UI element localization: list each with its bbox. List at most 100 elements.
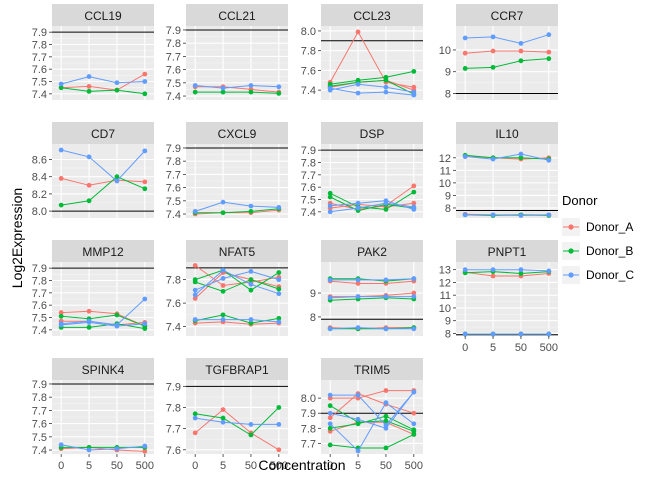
series-line-donor-c <box>465 269 549 272</box>
x-tick-label: 50 <box>111 460 123 472</box>
series-line-donor-a <box>194 272 279 299</box>
data-point-donor-c <box>142 321 148 327</box>
data-point-donor-c <box>86 154 92 160</box>
data-point-donor-c <box>462 35 468 41</box>
y-tick-label: 7.6 <box>32 419 47 431</box>
data-point-donor-c <box>248 83 254 88</box>
data-point-donor-c <box>86 74 92 79</box>
data-point-donor-c <box>192 317 198 322</box>
data-point-donor-c <box>58 81 64 87</box>
y-tick-label: 7.9 <box>32 27 47 39</box>
panel-background <box>52 144 154 218</box>
data-point-donor-b <box>276 315 282 321</box>
panel-background <box>456 144 558 218</box>
data-point-donor-a <box>518 48 524 54</box>
data-point-donor-c <box>546 268 552 274</box>
data-point-donor-c <box>220 276 226 281</box>
data-point-donor-a <box>411 290 417 296</box>
data-point-donor-b <box>276 90 282 96</box>
data-point-donor-a <box>546 49 552 55</box>
data-point-donor-c <box>114 178 120 184</box>
data-point-donor-c <box>411 89 417 95</box>
data-point-donor-b <box>276 270 282 275</box>
y-tick-label: 7.8 <box>166 275 181 287</box>
y-tick-label: 7.7 <box>301 438 316 450</box>
panel-cd7: CD7 8.0 8.2 8.4 8.6 <box>32 122 154 218</box>
series-line-donor-b <box>465 271 549 275</box>
y-tick-label: 9 <box>445 316 451 328</box>
y-tick-label: 7.4 <box>32 89 47 101</box>
data-point-donor-b <box>192 89 198 95</box>
y-tick-label: 8.0 <box>301 393 316 405</box>
data-point-donor-c <box>86 447 92 453</box>
series-line-donor-c <box>465 214 549 217</box>
data-point-donor-c <box>327 392 333 398</box>
y-tick-label: 8.6 <box>32 154 47 166</box>
data-point-donor-b <box>248 320 254 326</box>
data-point-donor-b <box>355 421 361 427</box>
y-tick-label: 7.5 <box>32 432 47 444</box>
y-tick-label: 8 <box>445 328 451 340</box>
data-point-donor-a <box>411 200 417 206</box>
series-line-donor-b <box>195 407 280 436</box>
data-point-donor-c <box>276 319 282 325</box>
data-point-donor-c <box>142 79 148 84</box>
panel-title: PNPT1 <box>488 245 527 259</box>
data-point-donor-c <box>248 317 254 322</box>
panel-title: MMP12 <box>82 245 124 259</box>
data-point-donor-b <box>462 66 468 71</box>
data-point-donor-b <box>248 287 254 293</box>
panel-title: DSP <box>360 127 385 141</box>
data-point-donor-b <box>383 206 389 212</box>
series-line-donor-b <box>465 154 549 160</box>
y-tick-label: 8 <box>445 203 451 215</box>
data-point-donor-a <box>411 183 417 189</box>
data-point-donor-b <box>276 405 282 410</box>
series-line-donor-b <box>330 327 414 330</box>
y-tick-label: 7.6 <box>301 182 316 194</box>
data-point-donor-a <box>192 296 198 301</box>
y-tick-label: 8.2 <box>32 189 47 201</box>
y-tick-label: 7.8 <box>166 156 181 168</box>
data-point-donor-c <box>355 448 361 454</box>
data-point-donor-b <box>518 271 524 276</box>
y-tick-label: 7.7 <box>32 52 47 64</box>
series-line-donor-a <box>330 421 414 435</box>
legend-label: Donor_B <box>586 244 633 258</box>
series-line-donor-c <box>330 391 415 427</box>
series-line-donor-c <box>330 202 414 213</box>
panel-title: TRIM5 <box>354 363 390 377</box>
series-line-donor-c <box>194 269 279 296</box>
data-point-donor-a <box>411 410 417 416</box>
panel-nfat5: NFAT5 7.4 7.6 7.8 <box>166 240 288 336</box>
data-point-donor-c <box>220 85 226 91</box>
series-line-donor-c <box>195 319 279 323</box>
data-point-donor-b <box>276 286 282 292</box>
data-point-donor-c <box>355 81 361 87</box>
data-point-donor-b <box>490 64 496 70</box>
x-axis-label: Concentration <box>258 457 345 473</box>
data-point-donor-c <box>192 208 198 214</box>
data-point-donor-b <box>248 208 254 214</box>
series-line-donor-c <box>330 296 414 299</box>
y-tick-label: 8.0 <box>32 206 47 218</box>
data-point-donor-c <box>142 148 148 154</box>
data-point-donor-c <box>546 32 552 38</box>
data-point-donor-a <box>142 448 148 454</box>
data-point-donor-b <box>220 415 226 421</box>
series-line-donor-a <box>194 265 279 287</box>
data-point-donor-c <box>355 90 361 96</box>
series-line-donor-c <box>330 83 414 93</box>
data-point-donor-c <box>114 80 120 86</box>
series-line-donor-c <box>330 87 414 96</box>
data-point-donor-c <box>327 87 333 93</box>
series-line-donor-c <box>61 76 145 85</box>
panel-strip <box>321 122 423 144</box>
y-tick-label: 7.9 <box>301 145 316 157</box>
series-line-donor-c <box>195 417 279 425</box>
data-point-donor-c <box>490 34 496 40</box>
data-point-donor-a <box>355 281 361 286</box>
data-point-donor-b <box>86 324 92 330</box>
x-tick-label: 5 <box>355 460 361 472</box>
